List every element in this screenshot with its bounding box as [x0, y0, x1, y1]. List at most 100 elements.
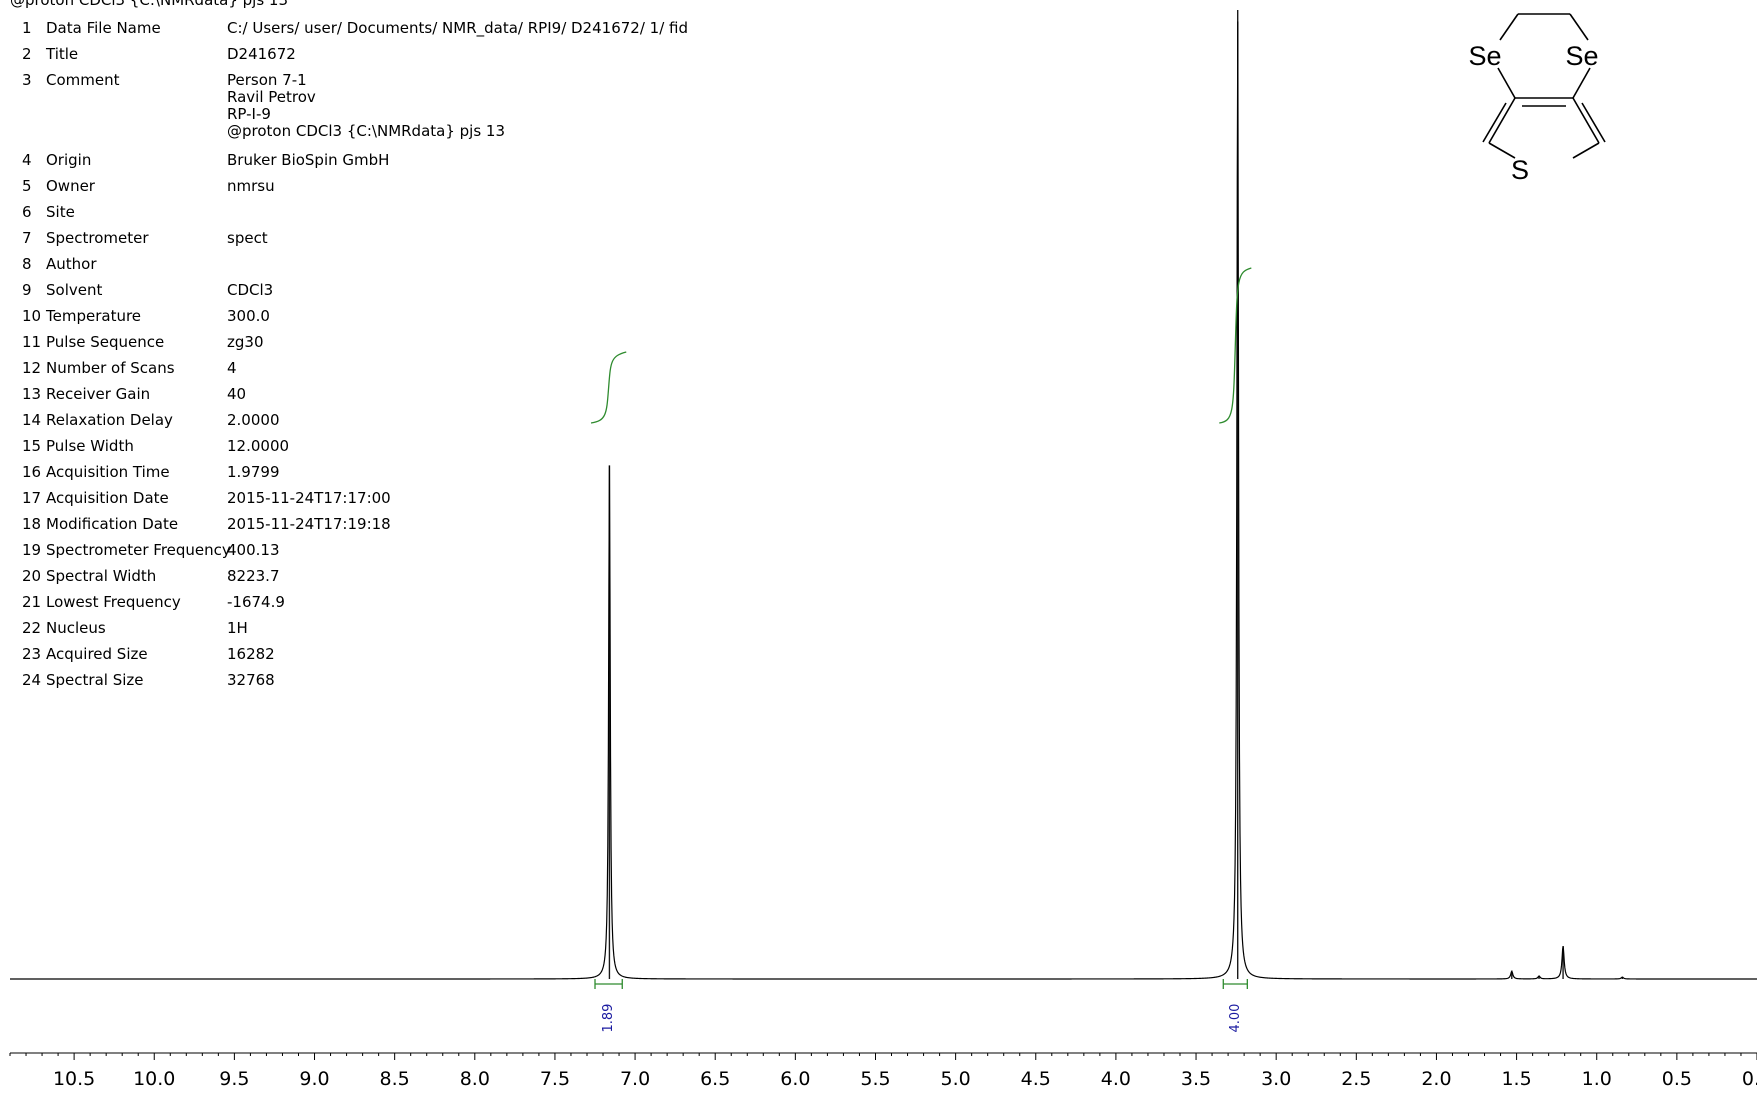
parameter-value: spect: [227, 230, 268, 247]
x-axis-tick-label: 4.0: [1101, 1068, 1131, 1090]
parameter-value-line: D241672: [227, 45, 296, 63]
parameter-value-line: 16282: [227, 645, 275, 663]
parameter-value: 2015-11-24T17:19:18: [227, 516, 391, 533]
parameter-value-line: 1.9799: [227, 463, 280, 481]
parameter-value-line: Ravil Petrov: [227, 88, 316, 106]
parameter-value: zg30: [227, 334, 263, 351]
parameter-name: Owner: [46, 177, 95, 195]
parameter-number: 11: [22, 333, 42, 351]
parameter-value-line: 8223.7: [227, 567, 280, 585]
parameter-name: Author: [46, 255, 97, 273]
parameter-name: Spectrometer: [46, 229, 149, 247]
parameter-value: D241672: [227, 46, 296, 63]
parameter-number: 7: [22, 229, 32, 247]
parameter-value: 1.9799: [227, 464, 280, 481]
parameter-number: 1: [22, 19, 32, 37]
parameter-name: Acquired Size: [46, 645, 148, 663]
structure-bond: [1572, 142, 1600, 159]
parameter-value: 40: [227, 386, 246, 403]
x-axis-tick-label: 2.5: [1341, 1068, 1371, 1090]
structure-bond: [1572, 97, 1600, 144]
parameter-number: 24: [22, 671, 42, 689]
structure-bond: [1488, 97, 1516, 144]
x-axis-tick-label: 9.0: [299, 1068, 329, 1090]
parameter-value: 32768: [227, 672, 275, 689]
parameter-name: Modification Date: [46, 515, 179, 533]
parameter-number: 2: [22, 45, 32, 63]
parameter-number: 14: [22, 411, 42, 429]
parameter-name: Number of Scans: [46, 359, 175, 377]
integral-value-label: 4.00: [1228, 1004, 1243, 1033]
parameter-name: Spectral Size: [46, 671, 144, 689]
parameter-number: 22: [22, 619, 42, 637]
parameter-name: Title: [46, 45, 79, 63]
parameter-value: nmrsu: [227, 178, 275, 195]
parameter-number: 21: [22, 593, 42, 611]
parameter-name: Temperature: [46, 307, 142, 325]
parameter-value: Person 7-1 Ravil Petrov RP-I-9 @proton CDCl…: [227, 72, 505, 140]
x-axis-tick-label: 6.5: [700, 1068, 730, 1090]
structure-bond: [1581, 102, 1606, 143]
x-axis-tick-label: 8.5: [380, 1068, 410, 1090]
parameter-number: 18: [22, 515, 42, 533]
parameter-name: Origin: [46, 151, 92, 169]
parameter-number: 16: [22, 463, 42, 481]
parameter-value-line: 2015-11-24T17:17:00: [227, 489, 391, 507]
parameter-number: 6: [22, 203, 32, 221]
parameter-value-line: 4: [227, 359, 237, 377]
parameter-value: 8223.7: [227, 568, 280, 585]
parameter-value-line: 1H: [227, 619, 248, 637]
x-axis-tick-label: 10.0: [133, 1068, 175, 1090]
x-axis-tick-label: 1.0: [1582, 1068, 1612, 1090]
x-axis-tick-label: 5.0: [941, 1068, 971, 1090]
parameter-value-line: 32768: [227, 671, 275, 689]
parameter-number: 19: [22, 541, 42, 559]
parameter-value-line: 12.0000: [227, 437, 290, 455]
parameter-value-line: 300.0: [227, 307, 270, 325]
parameter-name: Lowest Frequency: [46, 593, 181, 611]
structure-bond: [1497, 67, 1516, 99]
parameter-value: 12.0000: [227, 438, 289, 455]
x-axis-tick-label: 0.5: [1662, 1068, 1692, 1090]
x-axis-tick-label: 5.5: [860, 1068, 890, 1090]
parameter-number: 9: [22, 281, 32, 299]
parameter-number: 3: [22, 71, 32, 89]
parameter-name: Data File Name: [46, 19, 161, 37]
parameter-value-line: 400.13: [227, 541, 280, 559]
parameter-value: CDCl3: [227, 282, 273, 299]
parameter-value-line: zg30: [227, 333, 264, 351]
parameter-value-line: 2015-11-24T17:19:18: [227, 515, 391, 533]
structure-atom-label: Se: [1565, 41, 1598, 71]
parameter-value-line: RP-I-9: [227, 105, 271, 123]
parameter-name: Spectrometer Frequency: [46, 541, 231, 559]
parameter-number: 4: [22, 151, 32, 169]
x-axis-tick-label: 6.0: [780, 1068, 810, 1090]
parameter-number: 5: [22, 177, 32, 195]
parameter-value: 1H: [227, 620, 248, 637]
parameter-value: 300.0: [227, 308, 270, 325]
parameter-value-line: nmrsu: [227, 177, 275, 195]
x-axis-tick-label: 9.5: [219, 1068, 249, 1090]
parameter-value-line: @proton CDCl3 {C:\NMRdata} pjs 13: [227, 122, 506, 140]
parameter-number: 17: [22, 489, 42, 507]
spectrum-line: [10, 21, 1757, 980]
structure-atom-label: S: [1511, 155, 1529, 185]
x-axis-tick-label: 7.5: [540, 1068, 570, 1090]
parameter-name: Site: [46, 203, 75, 221]
structure-bond: [1482, 102, 1507, 143]
parameter-value: 400.13: [227, 542, 280, 559]
parameter-number: 8: [22, 255, 32, 273]
parameter-name: Spectral Width: [46, 567, 157, 585]
parameter-value: 2.0000: [227, 412, 280, 429]
x-axis-tick-label: 2.0: [1421, 1068, 1451, 1090]
parameter-name: Receiver Gain: [46, 385, 151, 403]
integral-curve: [590, 351, 627, 424]
parameter-name: Acquisition Time: [46, 463, 170, 481]
header-comment: @proton CDCl3 {C:\NMRdata} pjs 13: [10, 0, 289, 9]
parameter-value-line: spect: [227, 229, 268, 247]
parameter-name: Comment: [46, 71, 120, 89]
parameter-value-line: Person 7-1: [227, 71, 307, 89]
parameter-value-line: 40: [227, 385, 247, 403]
integral-curve: [1219, 267, 1252, 424]
